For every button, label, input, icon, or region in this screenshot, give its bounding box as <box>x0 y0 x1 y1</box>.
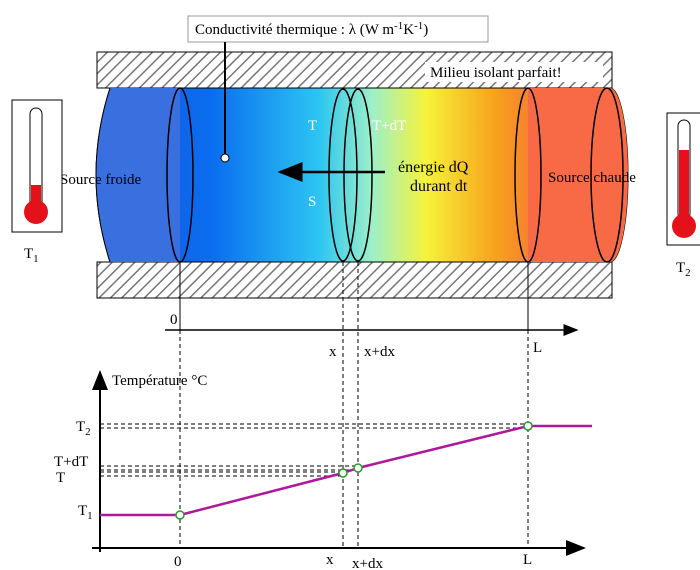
hot-source-label: Source chaude <box>548 170 636 186</box>
energy-label-1: énergie dQ <box>398 159 469 176</box>
subscript: 1 <box>33 253 39 265</box>
cylinder-left-edge <box>95 87 111 263</box>
pointer-dot <box>220 153 230 163</box>
cold-source <box>96 88 180 262</box>
slice-left-label: T <box>308 118 317 134</box>
conductivity-box <box>187 15 489 43</box>
axis-label-x-dx: x+dx <box>364 344 395 360</box>
insulator-label: Milieu isolant parfait! <box>430 65 562 81</box>
symbol: T <box>24 246 33 262</box>
point <box>523 421 533 431</box>
temperature-profile <box>100 424 592 517</box>
slice-x-dx <box>343 88 373 262</box>
subscript: 2 <box>85 426 91 438</box>
t-dt-label: T+dT <box>54 454 88 470</box>
exponent: -1 <box>394 20 403 32</box>
energy-label-2: durant dt <box>410 178 468 195</box>
t-label: T <box>56 470 65 486</box>
insulation-bottom <box>96 261 613 299</box>
thermometer-bulb <box>672 214 696 238</box>
surface-label: S <box>308 194 316 210</box>
symbol: T <box>676 260 685 276</box>
right-section <box>590 87 624 263</box>
subscript: 2 <box>685 267 691 279</box>
point <box>175 510 185 520</box>
exponent: -1 <box>414 20 423 32</box>
axis-label-origin: 0 <box>170 312 178 328</box>
unit: K <box>403 22 414 38</box>
label-bg <box>425 62 603 82</box>
x-label-x-dx: x+dx <box>352 556 383 570</box>
close-paren: ) <box>423 22 428 38</box>
conductivity-label: Conductivité thermique : λ (W m-1K-1) <box>195 20 428 38</box>
thermometer-bulb <box>24 200 48 224</box>
t2-label: T2 <box>76 419 91 438</box>
point <box>338 468 348 478</box>
thermometer-cold-label: T1 <box>24 246 39 265</box>
hot-source <box>528 88 628 262</box>
t1-label: T1 <box>78 503 93 522</box>
axis-label-x: x <box>329 344 337 360</box>
point <box>353 463 363 473</box>
subscript: 1 <box>87 510 93 522</box>
symbol: T <box>76 419 85 435</box>
conductivity-text: Conductivité thermique : λ (W m <box>195 22 394 38</box>
x-label-length: L <box>523 552 532 568</box>
thermometer-fluid <box>31 185 41 210</box>
slice-x <box>328 88 358 262</box>
thermometer-fluid <box>679 150 689 222</box>
slice-right-label: T+dT <box>372 118 406 134</box>
y-axis-label: Température °C <box>112 373 207 389</box>
x-label-x: x <box>326 552 334 568</box>
axis-label-length: L <box>533 340 542 356</box>
x-label-origin: 0 <box>174 554 182 570</box>
cold-source-label: Source froide <box>60 172 142 188</box>
thermometer-hot-label: T2 <box>676 260 691 279</box>
symbol: T <box>78 503 87 519</box>
